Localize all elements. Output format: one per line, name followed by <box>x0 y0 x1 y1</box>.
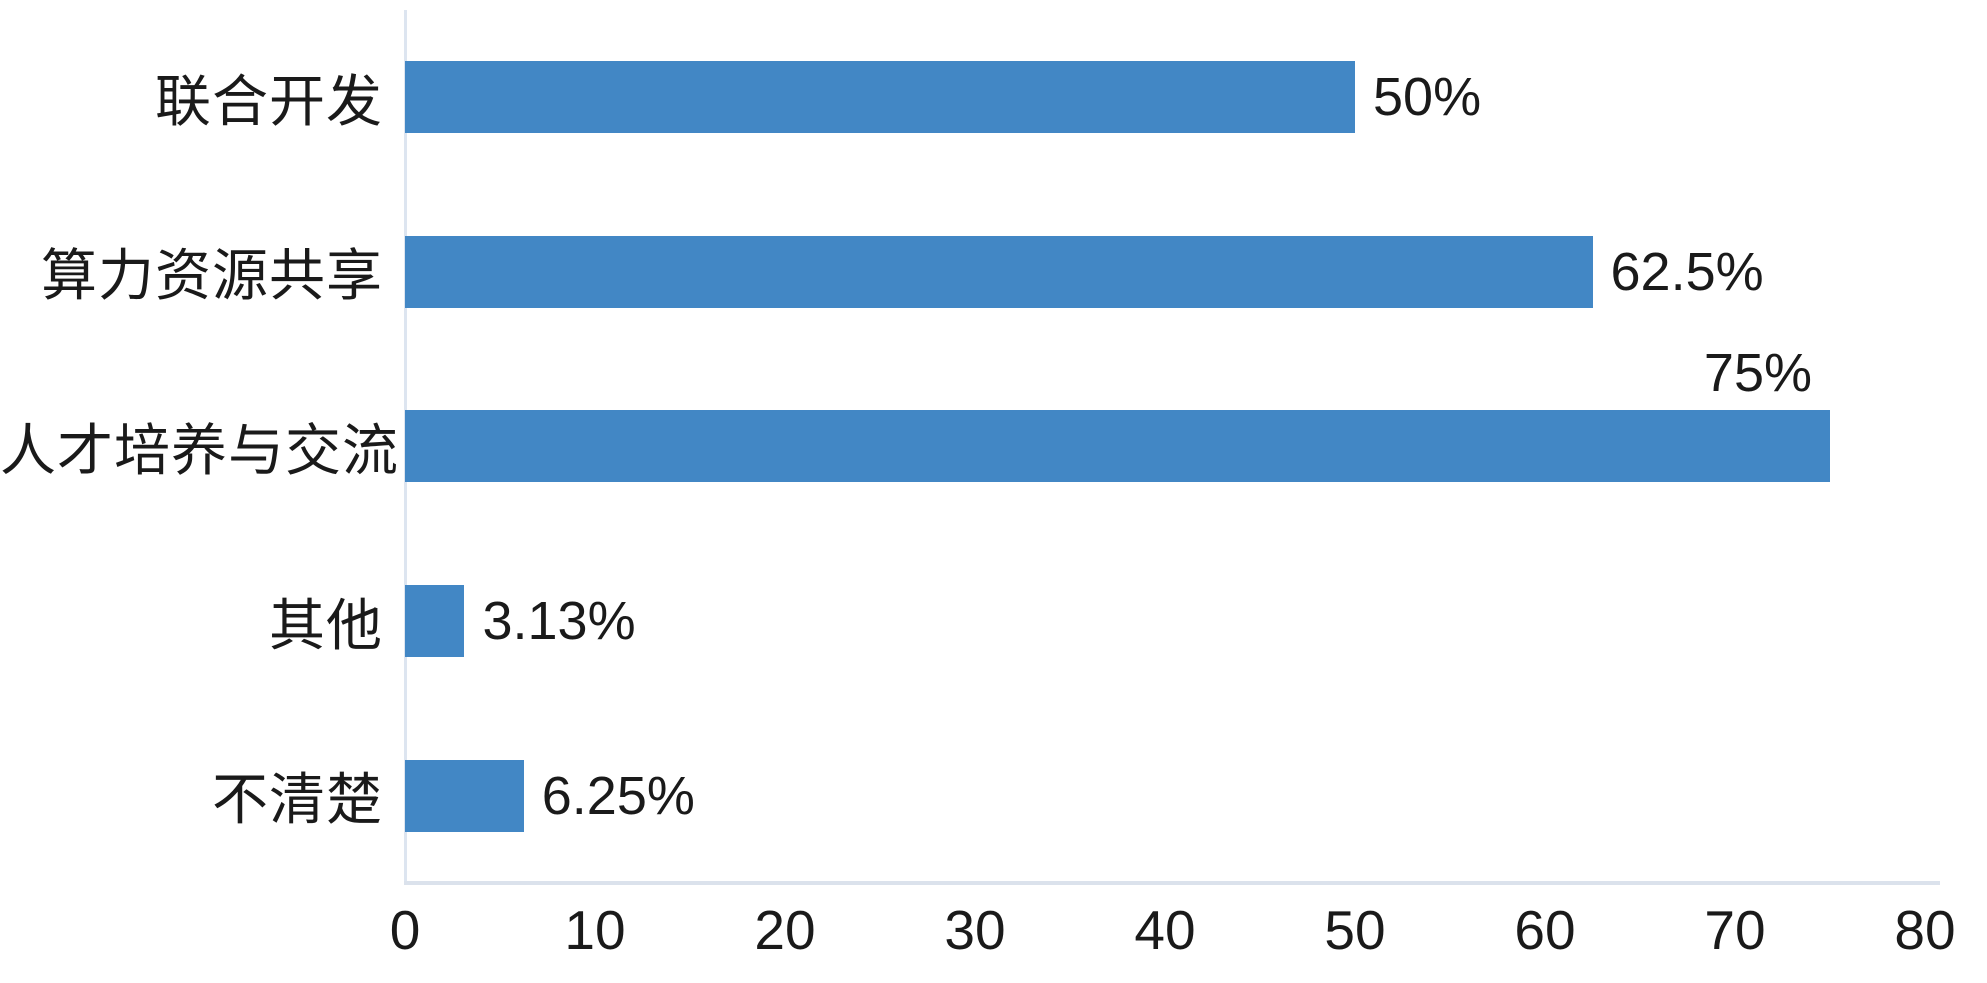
x-tick-label: 70 <box>1704 899 1766 961</box>
x-tick-label: 30 <box>944 899 1006 961</box>
x-tick-label: 60 <box>1514 899 1576 961</box>
x-axis-line <box>404 881 1940 885</box>
bar-rows: 联合开发 50% 算力资源共享 62.5% 人才培养与交流 75% 其他 3.13% 不清楚 6.… <box>0 10 1987 883</box>
x-tick-label: 40 <box>1134 899 1196 961</box>
bar-row: 其他 3.13% <box>0 534 1987 709</box>
bar-row: 算力资源共享 62.5% <box>0 185 1987 360</box>
x-tick-label: 10 <box>564 899 626 961</box>
category-label: 联合开发 <box>155 69 383 133</box>
category-label: 算力资源共享 <box>41 244 383 308</box>
x-axis: 0 10 20 30 40 50 60 70 80 <box>390 899 1956 963</box>
category-label: 人才培养与交流 <box>0 418 399 482</box>
bar <box>405 759 524 832</box>
bar <box>405 235 1593 308</box>
bar-track: 6.25% <box>405 708 1925 883</box>
category-label: 其他 <box>269 593 383 657</box>
x-tick-label: 20 <box>754 899 816 961</box>
value-label: 50% <box>1373 67 1482 128</box>
bar-track: 50% <box>405 10 1925 185</box>
bar <box>405 61 1355 134</box>
bar-row: 联合开发 50% <box>0 10 1987 185</box>
bar-track: 3.13% <box>405 534 1925 709</box>
value-label: 62.5% <box>1610 241 1764 302</box>
value-label: 3.13% <box>482 591 636 652</box>
bar <box>405 410 1830 483</box>
x-tick-label: 0 <box>389 899 421 961</box>
bar-row: 不清楚 6.25% <box>0 708 1987 883</box>
bar-row: 人才培养与交流 75% <box>0 346 1987 534</box>
x-tick-label: 80 <box>1894 899 1956 961</box>
value-label: 75% <box>1703 343 1812 404</box>
bar-track: 62.5% <box>405 185 1925 360</box>
value-label: 6.25% <box>541 765 695 826</box>
x-tick-label: 50 <box>1324 899 1386 961</box>
bar-track: 75% <box>405 346 1925 534</box>
category-label: 不清楚 <box>212 768 383 832</box>
bar <box>405 585 465 658</box>
